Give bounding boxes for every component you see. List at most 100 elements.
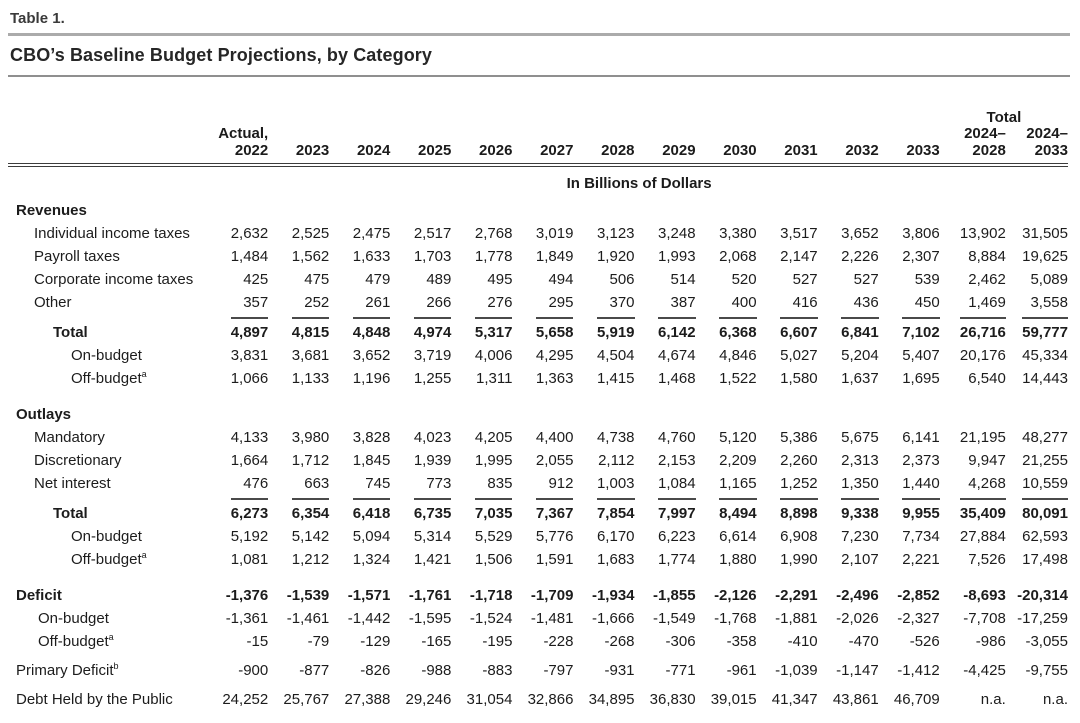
value-cell: -20,314 <box>1017 587 1068 604</box>
value-cell: 4,006 <box>474 347 513 364</box>
value-cell: -3,055 <box>1025 633 1068 650</box>
value-cell: -195 <box>482 633 513 650</box>
value-cell: 2,313 <box>841 452 879 469</box>
value-cell: -883 <box>482 662 513 679</box>
value-cell: 5,386 <box>780 429 818 446</box>
divider-gray <box>8 33 1070 36</box>
value-cell: 3,806 <box>902 225 940 242</box>
value-cell: 6,614 <box>719 528 757 545</box>
value-cell: -4,425 <box>963 662 1006 679</box>
value-cell: 4,674 <box>658 347 696 364</box>
value-cell <box>210 403 268 426</box>
table-row: Debt Held by the Public 24,252 25,767 27,38… <box>8 688 1068 711</box>
value-cell: 25,767 <box>283 691 330 708</box>
footnote-marker: a <box>141 550 147 560</box>
value-cell: -79 <box>307 633 330 650</box>
column-header: 2024– 2033 <box>1005 125 1068 167</box>
footnote-marker: b <box>113 661 119 671</box>
value-cell <box>1006 199 1068 222</box>
value-cell: 1,591 <box>535 551 574 568</box>
row-label: Debt Held by the Public <box>16 691 173 708</box>
value-cell: 5,120 <box>719 429 757 446</box>
value-cell: -826 <box>360 662 391 679</box>
value-cell: 1,703 <box>413 248 452 265</box>
value-cell: -470 <box>848 633 879 650</box>
value-cell: 4,205 <box>474 429 513 446</box>
value-cell: 6,170 <box>596 528 635 545</box>
table-row: Individual income taxes 2,632 2,525 2,475 2,… <box>8 222 1068 245</box>
value-cell: -165 <box>421 633 452 650</box>
value-cell: 479 <box>365 271 391 288</box>
value-cell: -1,524 <box>469 610 513 627</box>
value-cell: 1,995 <box>474 452 513 469</box>
value-cell: 2,209 <box>719 452 757 469</box>
value-cell: 1,468 <box>658 370 696 387</box>
row-label: Revenues <box>16 202 87 219</box>
column-header: 2028 <box>573 125 635 167</box>
value-cell: 1,363 <box>535 370 574 387</box>
value-cell <box>210 199 268 222</box>
column-header: 2026 <box>451 125 513 167</box>
row-label: Mandatory <box>34 429 105 446</box>
value-cell: 2,517 <box>413 225 452 242</box>
value-cell: 436 <box>853 294 879 311</box>
value-cell: 514 <box>670 271 696 288</box>
value-cell: 6,735 <box>390 495 452 525</box>
value-cell <box>268 199 329 222</box>
value-cell: 1,633 <box>352 248 391 265</box>
value-cell: 3,248 <box>658 225 696 242</box>
value-cell: 27,388 <box>344 691 391 708</box>
table-row: Payroll taxes 1,484 1,562 1,633 1,703 1,778 1,… <box>8 245 1068 268</box>
table-row: Primary Deficitb -900 -877 -826 -988 -883 -797… <box>8 659 1068 682</box>
value-cell: 3,380 <box>719 225 757 242</box>
value-cell <box>512 403 573 426</box>
year-header-row: Actual, 2022 2023 2024 2025 2026 2027 2028 2029… <box>8 125 1068 167</box>
row-label: Individual income taxes <box>34 225 190 242</box>
value-cell: 494 <box>548 271 574 288</box>
column-header: 2032 <box>817 125 879 167</box>
value-cell <box>329 199 390 222</box>
value-cell: 7,997 <box>635 495 696 525</box>
value-cell <box>696 403 757 426</box>
value-cell: -15 <box>246 633 269 650</box>
value-cell: -986 <box>975 633 1006 650</box>
value-cell: 1,252 <box>780 475 818 492</box>
row-label: Discretionary <box>34 452 122 469</box>
value-cell: -1,881 <box>775 610 818 627</box>
value-cell: -1,549 <box>653 610 696 627</box>
value-cell <box>818 199 879 222</box>
value-cell: 1,845 <box>352 452 391 469</box>
column-header: 2023 <box>268 125 330 167</box>
value-cell: 7,230 <box>841 528 879 545</box>
value-cell: 5,204 <box>841 347 879 364</box>
value-cell: 31,505 <box>1022 225 1068 242</box>
row-label: Off-budgeta <box>71 369 147 388</box>
table-header: Total Actual, 2022 2023 2024 2025 2026 2027 202… <box>8 77 1068 167</box>
value-cell: -9,755 <box>1025 662 1068 679</box>
value-cell: 6,418 <box>329 495 391 525</box>
value-cell: 1,165 <box>719 475 757 492</box>
value-cell: 4,504 <box>596 347 635 364</box>
value-cell: 663 <box>304 475 330 492</box>
footnote-marker: a <box>141 369 147 379</box>
value-cell: 6,354 <box>268 495 330 525</box>
value-cell: -1,539 <box>286 587 330 604</box>
row-label: Total <box>53 505 88 522</box>
row-label: Total <box>53 324 88 341</box>
value-cell <box>390 403 451 426</box>
value-cell: -268 <box>604 633 635 650</box>
value-cell: n.a. <box>980 691 1006 708</box>
value-cell: 1,196 <box>352 370 391 387</box>
row-label: Payroll taxes <box>34 248 120 265</box>
value-cell: -410 <box>787 633 818 650</box>
value-cell <box>451 403 512 426</box>
value-cell: 5,317 <box>451 314 513 344</box>
row-label: Corporate income taxes <box>34 271 194 288</box>
value-cell: 29,246 <box>405 691 452 708</box>
page-title: CBO’s Baseline Budget Projections, by Ca… <box>10 45 433 65</box>
row-label: Off-budgeta <box>71 550 147 569</box>
value-cell: 24,252 <box>222 691 269 708</box>
value-cell <box>635 403 696 426</box>
value-cell: 3,980 <box>291 429 330 446</box>
value-cell: -1,039 <box>775 662 818 679</box>
